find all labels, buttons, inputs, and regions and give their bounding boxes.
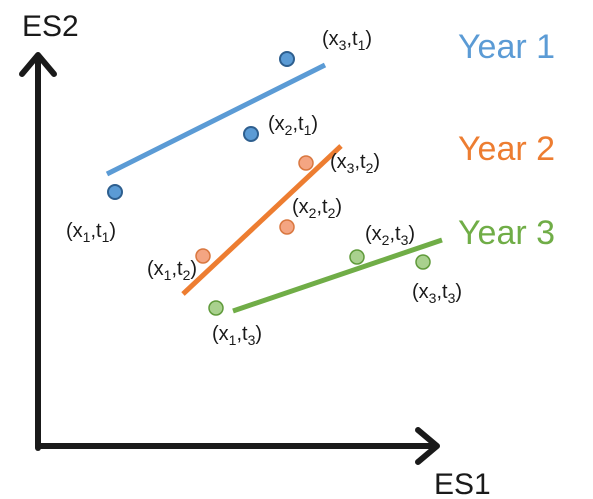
- year-1-point-2-label: (x2,t1): [268, 113, 318, 138]
- year-1-point-1: [107, 184, 123, 200]
- year-1-point-3-label: (x3,t1): [322, 28, 372, 53]
- year-2-point-3: [298, 155, 314, 171]
- year-3-point-2-label: (x2,t3): [365, 223, 415, 248]
- x-axis-label: ES1: [434, 468, 491, 499]
- year-2-group: (x1,t2) (x2,t2) (x3,t2) Year 2: [147, 130, 555, 296]
- year-3-point-1: [208, 300, 224, 316]
- year-2-legend-label: Year 2: [458, 130, 555, 168]
- year-3-group: (x1,t3) (x2,t3) (x3,t3) Year 3: [208, 214, 555, 348]
- year-3-legend-label: Year 3: [458, 214, 555, 252]
- axes: ES2 ES1: [19, 10, 491, 499]
- year-2-point-1-label: (x1,t2): [147, 258, 197, 283]
- year-3-point-2: [349, 249, 365, 265]
- year-2-trend-line: [181, 144, 343, 296]
- year-2-point-2: [279, 219, 295, 235]
- year-2-point-2-label: (x2,t2): [292, 196, 342, 221]
- y-axis-label: ES2: [22, 10, 79, 43]
- year-1-legend-label: Year 1: [458, 28, 555, 66]
- year-3-point-1-label: (x1,t3): [212, 323, 262, 348]
- y-axis-arrowhead: [19, 52, 57, 77]
- year-1-point-3: [279, 51, 295, 67]
- x-axis-arrowhead: [415, 427, 440, 465]
- year-3-point-3-label: (x3,t3): [412, 281, 462, 306]
- year-1-trend-line: [105, 62, 327, 177]
- year-2-point-1: [195, 248, 211, 264]
- year-1-point-2: [243, 126, 259, 142]
- year-2-point-3-label: (x3,t2): [330, 151, 380, 176]
- year-3-trend-line: [232, 237, 443, 314]
- year-1-group: (x1,t1) (x2,t1) (x3,t1) Year 1: [66, 28, 555, 245]
- year-3-point-3: [415, 254, 431, 270]
- year-1-point-1-label: (x1,t1): [66, 220, 116, 245]
